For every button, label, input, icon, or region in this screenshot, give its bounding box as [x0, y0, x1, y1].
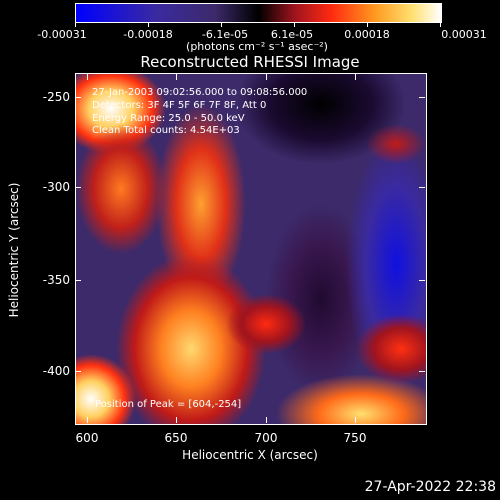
render-timestamp: 27-Apr-2022 22:38: [364, 479, 496, 495]
x-tick: [176, 74, 177, 80]
emission-region: [226, 294, 306, 354]
x-axis-title: Heliocentric X (arcsec): [182, 448, 318, 462]
y-tick: [75, 280, 81, 281]
x-tick: [266, 417, 267, 423]
emission-region: [356, 314, 426, 384]
colorbar-tick: [294, 22, 295, 27]
peak-position: Position of Peak = [604,-254]: [95, 399, 242, 410]
colorbar-tick: [148, 22, 149, 27]
y-tick-label: -300: [42, 180, 70, 194]
energy-range: Energy Range: 25.0 - 50.0 keV: [92, 113, 245, 124]
x-tick-label: 600: [75, 431, 99, 445]
x-tick: [176, 417, 177, 423]
colorbar-tick-label: 0.00031: [441, 28, 487, 41]
y-tick: [419, 187, 425, 188]
colorbar-tick: [440, 22, 441, 27]
x-tick: [266, 74, 267, 80]
y-tick-label: -400: [42, 364, 70, 378]
colorbar-tick-label: -0.00018: [123, 28, 173, 41]
x-tick: [355, 74, 356, 80]
y-tick-label: -350: [42, 273, 70, 287]
colorbar-units: (photons cm⁻² s⁻¹ asec⁻²): [186, 40, 328, 53]
image-panel: [75, 73, 427, 425]
y-axis-title: Heliocentric Y (arcsec): [7, 182, 21, 318]
colorbar-tick: [221, 22, 222, 27]
y-tick: [75, 371, 81, 372]
x-tick-label: 700: [254, 431, 278, 445]
colorbar-tick-label: -0.00031: [37, 28, 87, 41]
colorbar-tick-label: 6.1e-05: [270, 28, 314, 41]
x-tick-label: 750: [343, 431, 367, 445]
clean-counts: Clean Total counts: 4.54E+03: [92, 125, 240, 136]
y-tick: [75, 97, 81, 98]
colorbar-tick-label: 0.00018: [344, 28, 390, 41]
x-tick-label: 650: [164, 431, 188, 445]
y-tick: [419, 280, 425, 281]
x-tick: [87, 417, 88, 423]
emission-region: [76, 124, 166, 254]
y-tick: [75, 187, 81, 188]
x-tick: [87, 74, 88, 80]
colorbar-tick: [367, 22, 368, 27]
detectors-info: Detectors: 3F 4F 5F 6F 7F 8F, Att 0: [92, 100, 267, 111]
colorbar: [75, 3, 442, 23]
emission-region: [366, 124, 426, 164]
y-tick: [419, 97, 425, 98]
x-tick: [355, 417, 356, 423]
y-tick-label: -250: [42, 90, 70, 104]
obs-time-range: 27-Jan-2003 09:02:56.000 to 09:08:56.000: [92, 87, 308, 98]
colorbar-tick-label: -6.1e-05: [201, 28, 249, 41]
colorbar-tick: [75, 22, 76, 27]
y-tick: [419, 371, 425, 372]
image-title: Reconstructed RHESSI Image: [140, 53, 360, 71]
